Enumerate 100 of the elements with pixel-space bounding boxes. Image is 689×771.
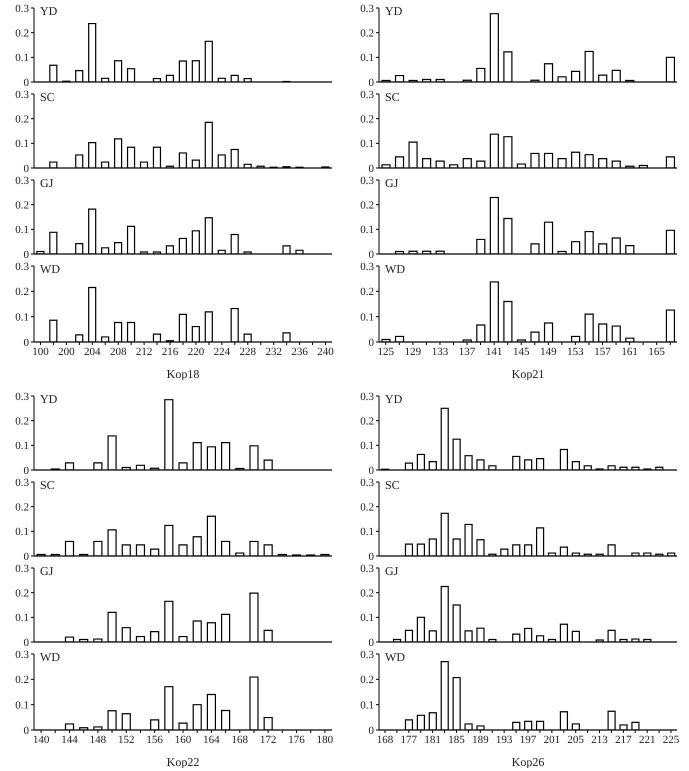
chart-title: GJ: [385, 564, 398, 579]
y-tick-label: 0: [24, 724, 30, 737]
y-tick-label: 0.1: [360, 52, 374, 64]
x-tick-label: 232: [265, 346, 282, 358]
y-tick-label: 0.2: [360, 588, 374, 600]
y-tick-label: 0.3: [360, 390, 374, 403]
y-tick-label: 0.3: [360, 562, 374, 575]
chart-title: WD: [40, 262, 60, 277]
x-tick-label: 141: [486, 346, 502, 358]
x-tick-label: 189: [472, 734, 490, 746]
x-tick-label: 217: [615, 734, 632, 746]
x-tick-label: 153: [567, 346, 584, 358]
y-tick-label: 0.1: [15, 52, 29, 64]
chart-title: YD: [40, 392, 58, 407]
x-tick-label: 185: [448, 734, 466, 746]
chart-title: YD: [385, 4, 402, 19]
x-tick-label: 197: [520, 734, 537, 746]
y-tick-label: 0.1: [360, 526, 374, 538]
y-tick-label: 0.3: [15, 476, 30, 489]
y-tick-label: 0.2: [360, 674, 374, 686]
y-tick-label: 0.1: [360, 138, 374, 150]
x-tick-label: 213: [591, 734, 608, 746]
x-tick-label: 156: [146, 734, 164, 746]
y-tick-label: 0: [24, 336, 30, 349]
x-tick-label: 221: [638, 734, 656, 746]
chart-title: YD: [40, 4, 58, 19]
y-tick-label: 0: [368, 76, 374, 89]
y-tick-label: 0.2: [15, 286, 29, 298]
chart-title: SC: [40, 90, 55, 105]
y-tick-label: 0.1: [15, 440, 29, 452]
y-tick-label: 0.2: [360, 200, 374, 212]
x-tick-label: 176: [288, 734, 306, 746]
x-tick-label: 240: [317, 346, 334, 358]
x-tick-label: 181: [424, 734, 441, 746]
chart-title: GJ: [40, 176, 54, 191]
y-tick-label: 0.3: [360, 260, 374, 273]
x-tick-label: 140: [32, 734, 50, 746]
y-tick-label: 0: [368, 336, 374, 349]
x-tick-label: 204: [84, 346, 102, 358]
x-tick-label: 133: [432, 346, 449, 358]
y-tick-label: 0: [24, 162, 30, 175]
y-tick-label: 0.3: [360, 648, 374, 661]
y-tick-label: 0.3: [15, 2, 30, 15]
y-tick-label: 0.3: [15, 562, 30, 575]
y-tick-label: 0.2: [360, 28, 374, 40]
x-tick-label: 157: [594, 346, 612, 358]
y-tick-label: 0: [368, 636, 374, 649]
y-tick-label: 0.1: [15, 224, 29, 236]
x-tick-label: 201: [544, 734, 560, 746]
y-tick-label: 0.3: [15, 648, 30, 661]
y-tick-label: 0.1: [15, 700, 29, 712]
y-tick-label: 0.3: [360, 2, 374, 15]
x-tick-label: 180: [316, 734, 334, 746]
x-tick-label: 177: [400, 734, 418, 746]
y-tick-label: 0.3: [360, 88, 374, 101]
chart-title: WD: [385, 262, 405, 277]
y-tick-label: 0.1: [15, 312, 29, 324]
x-tick-label: 205: [567, 734, 584, 746]
x-tick-label: 160: [174, 734, 192, 746]
x-tick-label: 165: [648, 346, 666, 358]
y-tick-label: 0.2: [15, 114, 29, 126]
y-tick-label: 0.1: [360, 700, 374, 712]
y-tick-label: 0: [368, 464, 374, 477]
y-tick-label: 0: [368, 724, 374, 737]
x-tick-label: 144: [61, 734, 78, 746]
y-tick-label: 0.1: [360, 440, 374, 452]
x-tick-label: 200: [58, 346, 76, 358]
y-tick-label: 0.2: [360, 114, 374, 126]
x-tick-label: 145: [512, 346, 530, 358]
y-tick-label: 0: [24, 248, 30, 261]
y-tick-label: 0.2: [15, 200, 29, 212]
y-tick-label: 0.2: [15, 588, 29, 600]
chart-title: YD: [385, 392, 402, 407]
y-tick-label: 0.1: [15, 138, 29, 150]
x-tick-label: 236: [291, 346, 308, 358]
y-tick-label: 0.2: [15, 502, 29, 514]
x-tick-label: 212: [136, 346, 152, 358]
y-tick-label: 0.3: [15, 390, 30, 403]
x-tick-label: 149: [540, 346, 558, 358]
y-tick-label: 0.2: [15, 674, 29, 686]
chart-title: GJ: [40, 564, 54, 579]
chart-title: SC: [385, 478, 400, 493]
y-tick-label: 0.2: [360, 502, 374, 514]
y-tick-label: 0.3: [15, 88, 30, 101]
y-tick-label: 0.1: [15, 526, 29, 538]
x-tick-label: 148: [90, 734, 107, 746]
x-tick-label: 129: [404, 346, 422, 358]
x-tick-label: 100: [32, 346, 50, 358]
y-tick-label: 0: [24, 636, 30, 649]
y-tick-label: 0: [368, 248, 374, 261]
x-tick-label: 216: [162, 346, 179, 358]
y-tick-label: 0.1: [360, 224, 374, 236]
x-tick-label: 164: [203, 734, 220, 746]
y-tick-label: 0: [24, 550, 30, 563]
y-tick-label: 0: [368, 550, 374, 563]
y-tick-label: 0.1: [360, 312, 374, 324]
x-tick-label: 125: [378, 346, 395, 358]
chart-title: SC: [385, 90, 400, 105]
chart-title: WD: [40, 650, 60, 665]
y-tick-label: 0.1: [15, 612, 29, 624]
